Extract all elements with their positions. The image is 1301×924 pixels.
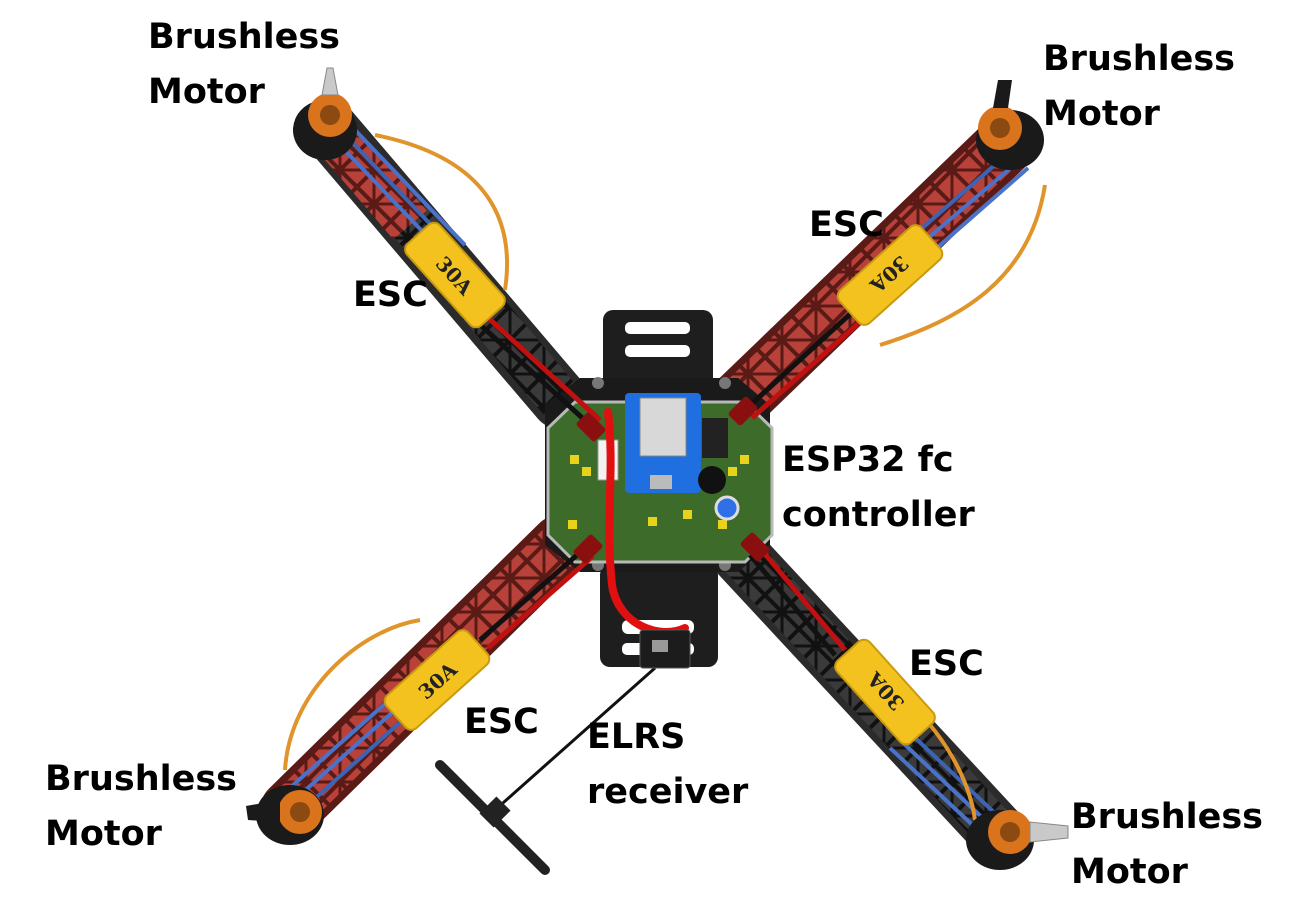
label-motor-bottom-left: Brushless Motor (45, 759, 238, 854)
label-esc-bottom-left: ESC (464, 702, 539, 742)
esp32-module (625, 393, 701, 493)
esc-top-right: 30A (836, 224, 944, 326)
label-flight-controller: ESP32 fc controller (782, 440, 975, 535)
label-esc-bottom-right: ESC (909, 644, 984, 684)
wiring (283, 128, 1047, 834)
motor-top-left (293, 67, 357, 160)
label-motor-top-right: Brushless Motor (1043, 39, 1236, 134)
label-receiver: ELRS receiver (587, 717, 749, 812)
motor-bottom-left (246, 785, 324, 845)
label-esc-top-left: ESC (353, 275, 428, 315)
esc-bottom-left: 30A (383, 629, 491, 731)
elrs-receiver (435, 629, 691, 875)
label-motor-bottom-right: Brushless Motor (1071, 797, 1264, 892)
label-motor-top-left: Brushless Motor (148, 17, 341, 112)
motor-top-right (976, 80, 1044, 170)
power-connectors (573, 396, 770, 564)
esp32-flight-controller-board (546, 393, 774, 564)
label-esc-top-right: ESC (809, 205, 884, 245)
motor-bottom-right (966, 810, 1069, 870)
